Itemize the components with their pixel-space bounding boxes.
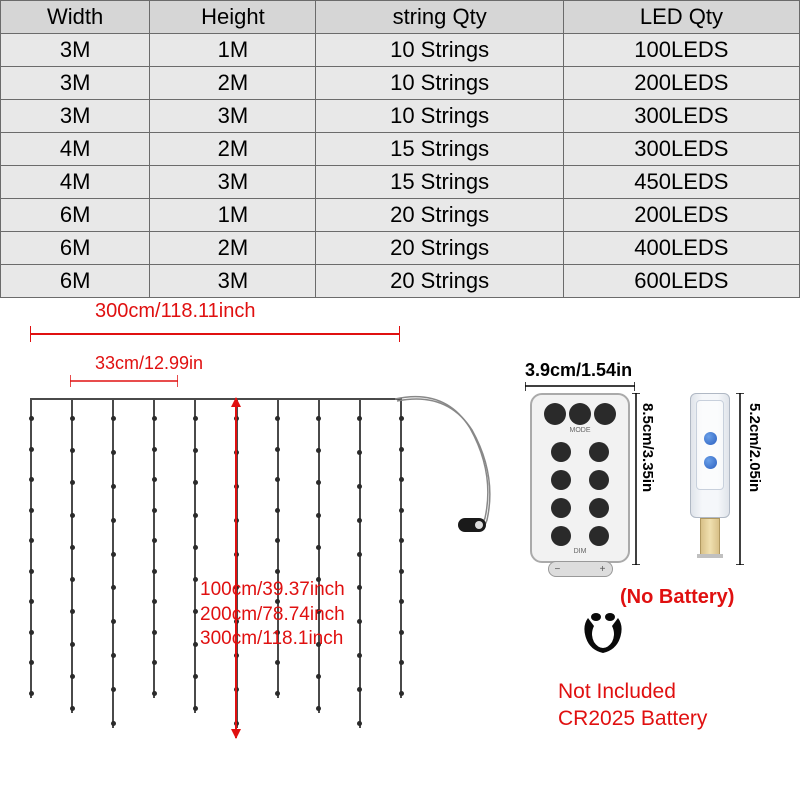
no-battery-note: (No Battery) bbox=[620, 586, 734, 609]
table-row: 4M3M15 Strings450LEDS bbox=[1, 166, 800, 199]
table-row: 3M1M10 Strings100LEDS bbox=[1, 34, 800, 67]
remote-height-label: 8.5cm/3.35in bbox=[639, 403, 656, 492]
width-bracket bbox=[30, 326, 400, 344]
remote-width-bracket bbox=[525, 382, 635, 392]
table-row: 6M3M20 Strings600LEDS bbox=[1, 265, 800, 298]
clip-icon bbox=[578, 608, 628, 658]
led-curtain-diagram bbox=[30, 398, 410, 743]
table-header: Width bbox=[1, 1, 150, 34]
height-arrow bbox=[235, 398, 237, 738]
table-header: LED Qty bbox=[563, 1, 799, 34]
not-included-note: Not Included CR2025 Battery bbox=[558, 678, 707, 733]
table-header: Height bbox=[150, 1, 316, 34]
usb-controller-icon bbox=[690, 393, 730, 568]
cable-wire bbox=[395, 393, 500, 538]
usb-height-bracket bbox=[736, 393, 744, 565]
width-dimension-label: 300cm/118.11inch bbox=[95, 300, 255, 323]
height-dimension-labels: 100cm/39.37inch 200cm/78.74inch 300cm/11… bbox=[200, 578, 345, 652]
table-row: 3M3M10 Strings300LEDS bbox=[1, 100, 800, 133]
remote-control-icon: MODE DIM −+ bbox=[530, 393, 630, 563]
usb-height-label: 5.2cm/2.05in bbox=[746, 403, 763, 492]
spec-table: WidthHeightstring QtyLED Qty 3M1M10 Stri… bbox=[0, 0, 800, 298]
remote-width-label: 3.9cm/1.54in bbox=[525, 360, 632, 381]
table-row: 4M2M15 Strings300LEDS bbox=[1, 133, 800, 166]
spacing-dimension-label: 33cm/12.99in bbox=[95, 353, 203, 374]
table-row: 6M2M20 Strings400LEDS bbox=[1, 232, 800, 265]
table-row: 6M1M20 Strings200LEDS bbox=[1, 199, 800, 232]
table-row: 3M2M10 Strings200LEDS bbox=[1, 67, 800, 100]
ir-sensor-icon bbox=[458, 518, 486, 532]
remote-height-bracket bbox=[632, 393, 640, 565]
diagram-area: 300cm/118.11inch 33cm/12.99in 100cm/39.3… bbox=[0, 298, 800, 778]
table-header: string Qty bbox=[316, 1, 563, 34]
spacing-bracket bbox=[70, 375, 178, 387]
